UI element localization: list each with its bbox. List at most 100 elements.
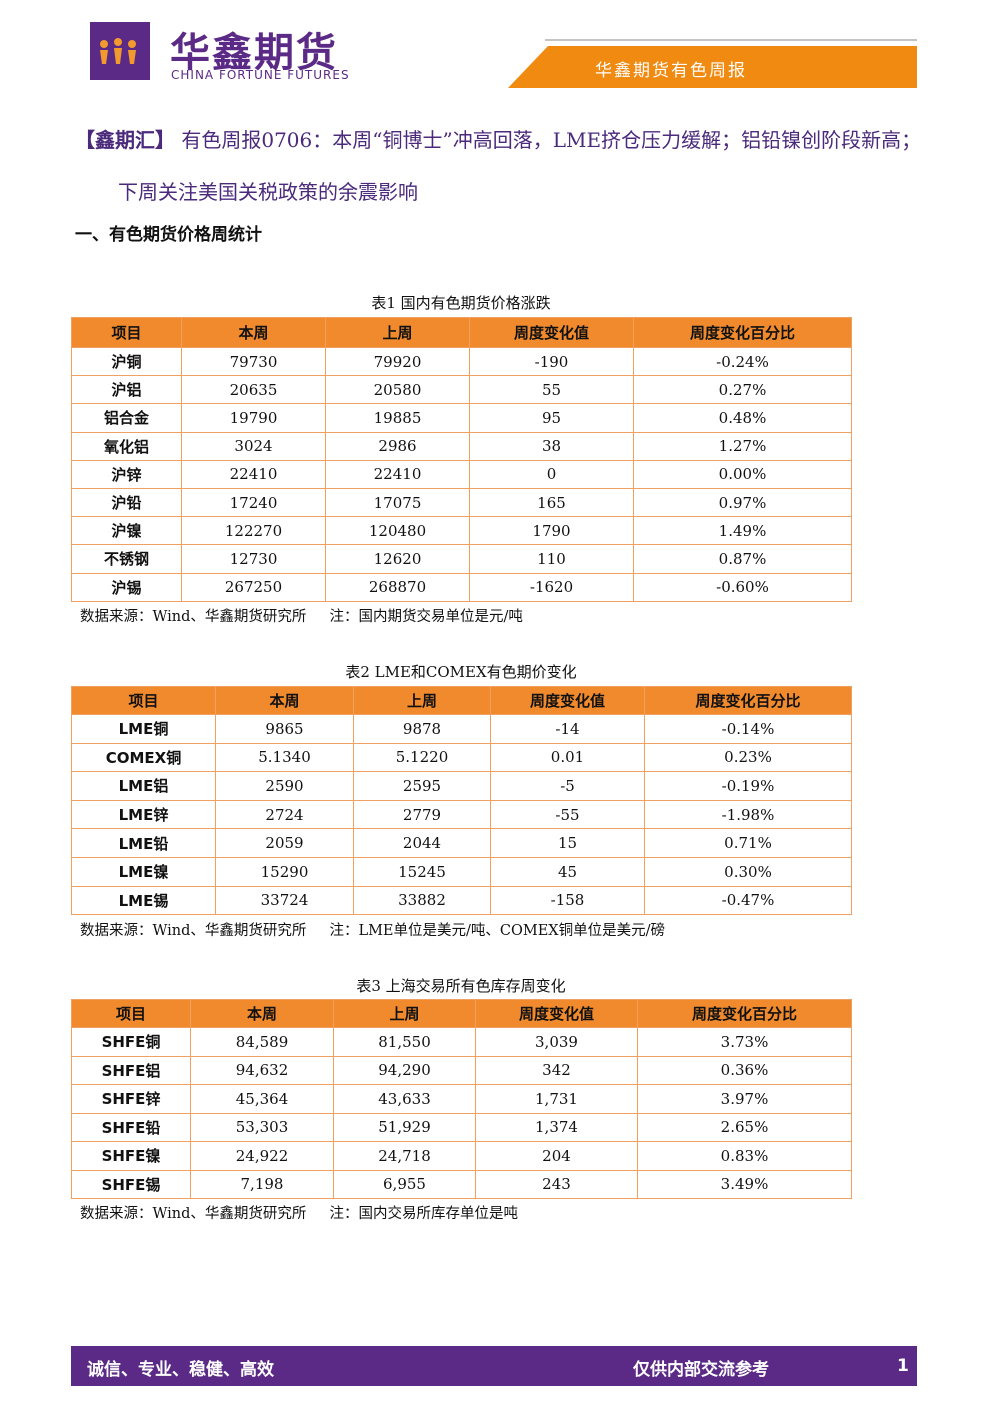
table-cell: 19790 xyxy=(181,403,326,433)
header-cell: 周度变化值 xyxy=(469,317,634,348)
table-cell: 0.01 xyxy=(490,742,645,773)
table-cell: -1620 xyxy=(469,572,634,602)
table-cell: 20635 xyxy=(181,375,326,405)
table-cell: 53,303 xyxy=(190,1112,334,1142)
table-cell: 2.65% xyxy=(637,1112,852,1142)
table-cell: -190 xyxy=(469,346,634,377)
header-cell: 本周 xyxy=(215,686,354,715)
table-cell: LME铝 xyxy=(71,771,216,801)
table-cell: 268870 xyxy=(325,572,470,602)
table-caption: 表3 上海交易所有色库存周变化 xyxy=(356,977,566,995)
table-cell: 43,633 xyxy=(333,1084,476,1114)
table-cell: 79920 xyxy=(325,346,470,377)
table-cell: -0.24% xyxy=(633,346,852,377)
table-row: 沪镍 122270 120480 1790 1.49% xyxy=(71,516,852,546)
header-cell: 本周 xyxy=(190,999,334,1028)
table-cell: 17075 xyxy=(325,487,470,518)
table-cell: 3.97% xyxy=(637,1084,852,1114)
table-cell: 15290 xyxy=(215,856,354,887)
page-number: 1 xyxy=(897,1356,909,1376)
table-cell: 120480 xyxy=(325,516,470,546)
data-table: 项目 本周 上周 周度变化值 周度变化百分比 SHFE铜 84,589 81,550 3,039… xyxy=(71,999,852,1199)
table-cell: LME铅 xyxy=(71,828,216,858)
table-row: 沪铅 17240 17075 165 0.97% xyxy=(71,487,852,518)
table-cell: 0.97% xyxy=(633,487,852,518)
table-cell: COMEX铜 xyxy=(71,742,216,773)
table-note: 数据来源：Wind、华鑫期货研究所 注：国内期货交易单位是元/吨 xyxy=(80,609,523,625)
table-cell: -1.98% xyxy=(644,799,852,830)
header-cell: 项目 xyxy=(71,317,182,348)
table-cell: 3.73% xyxy=(637,1027,852,1057)
table-cell: 3.49% xyxy=(637,1169,852,1199)
table-cell: 7,198 xyxy=(190,1169,334,1199)
banner-text: 华鑫期货有色周报 xyxy=(595,61,747,81)
table-cell: -0.47% xyxy=(644,885,852,916)
table-cell: SHFE铝 xyxy=(71,1055,191,1085)
table-row: 沪锡 267250 268870 -1620 -0.60% xyxy=(71,572,852,602)
table-cell: 0.27% xyxy=(633,375,852,405)
table-cell: 55 xyxy=(469,375,634,405)
table-cell: 0.00% xyxy=(633,459,852,489)
table-cell: 95 xyxy=(469,403,634,433)
table-row: SHFE铝 94,632 94,290 342 0.36% xyxy=(71,1055,852,1085)
table-cell: 1,374 xyxy=(475,1112,638,1142)
table-cell: 15245 xyxy=(353,856,491,887)
table-cell: LME锡 xyxy=(71,885,216,916)
table-cell: 铝合金 xyxy=(71,403,182,433)
table-cell: 3024 xyxy=(181,431,326,461)
table-cell: -0.14% xyxy=(644,714,852,744)
table-cell: 沪铝 xyxy=(71,375,182,405)
table-cell: 1,731 xyxy=(475,1084,638,1114)
table-cell: 15 xyxy=(490,828,645,858)
table-cell: SHFE铜 xyxy=(71,1027,191,1057)
table-row: SHFE锡 7,198 6,955 243 3.49% xyxy=(71,1169,852,1199)
table-cell: 沪铅 xyxy=(71,487,182,518)
table-cell: 45 xyxy=(490,856,645,887)
table-row: SHFE铅 53,303 51,929 1,374 2.65% xyxy=(71,1112,852,1142)
header-cell: 周度变化值 xyxy=(490,686,645,715)
data-table: 项目 本周 上周 周度变化值 周度变化百分比 沪铜 79730 79920 -190 -0.24%… xyxy=(71,317,852,602)
table-note: 数据来源：Wind、华鑫期货研究所 注：国内交易所库存单位是吨 xyxy=(80,1206,518,1222)
footer-left: 诚信、专业、稳健、高效 xyxy=(87,1360,274,1380)
footer: 诚信、专业、稳健、高效 仅供内部交流参考 1 xyxy=(71,1346,917,1386)
table-row: COMEX铜 5.1340 5.1220 0.01 0.23% xyxy=(71,742,852,773)
table-cell: 0.71% xyxy=(644,828,852,858)
table-cell: 0.23% xyxy=(644,742,852,773)
table-row: LME锡 33724 33882 -158 -0.47% xyxy=(71,885,852,916)
header-graphics xyxy=(90,22,917,88)
table-cell: 2059 xyxy=(215,828,354,858)
header-cell: 上周 xyxy=(353,686,491,715)
table-cell: 2724 xyxy=(215,799,354,830)
table-cell: 1.49% xyxy=(633,516,852,546)
table-row: SHFE锌 45,364 43,633 1,731 3.97% xyxy=(71,1084,852,1114)
header-cell: 项目 xyxy=(71,999,191,1028)
table-cell: 沪锡 xyxy=(71,572,182,602)
header-cell: 上周 xyxy=(325,317,470,348)
section-heading: 一、有色期货价格周统计 xyxy=(75,225,262,245)
table-cell: 38 xyxy=(469,431,634,461)
table-cell: LME镍 xyxy=(71,856,216,887)
header-row: 项目 本周 上周 周度变化值 周度变化百分比 xyxy=(71,317,852,348)
table-row: 铝合金 19790 19885 95 0.48% xyxy=(71,403,852,433)
table-cell: 0.30% xyxy=(644,856,852,887)
table-cell: SHFE铅 xyxy=(71,1112,191,1142)
title-prefix: 【鑫期汇】 xyxy=(75,128,175,152)
table-row: 沪铜 79730 79920 -190 -0.24% xyxy=(71,346,852,377)
table-cell: 51,929 xyxy=(333,1112,476,1142)
header-cell: 本周 xyxy=(181,317,326,348)
table-cell: 84,589 xyxy=(190,1027,334,1057)
table-cell: -5 xyxy=(490,771,645,801)
header-cell: 上周 xyxy=(333,999,476,1028)
table-cell: SHFE锡 xyxy=(71,1169,191,1199)
table-cell: 不锈钢 xyxy=(71,544,182,574)
doc-title: 【鑫期汇】 有色周报0706：本周“铜博士”冲高回落，LME挤仓压力缓解；铝铅镍… xyxy=(75,114,925,218)
table-cell: 1790 xyxy=(469,516,634,546)
table-cell: -14 xyxy=(490,714,645,744)
table-cell: 0.87% xyxy=(633,544,852,574)
table-cell: 0.48% xyxy=(633,403,852,433)
table-cell: 2590 xyxy=(215,771,354,801)
table-cell: 5.1340 xyxy=(215,742,354,773)
table-cell: 33882 xyxy=(353,885,491,916)
table-cell: 22410 xyxy=(325,459,470,489)
